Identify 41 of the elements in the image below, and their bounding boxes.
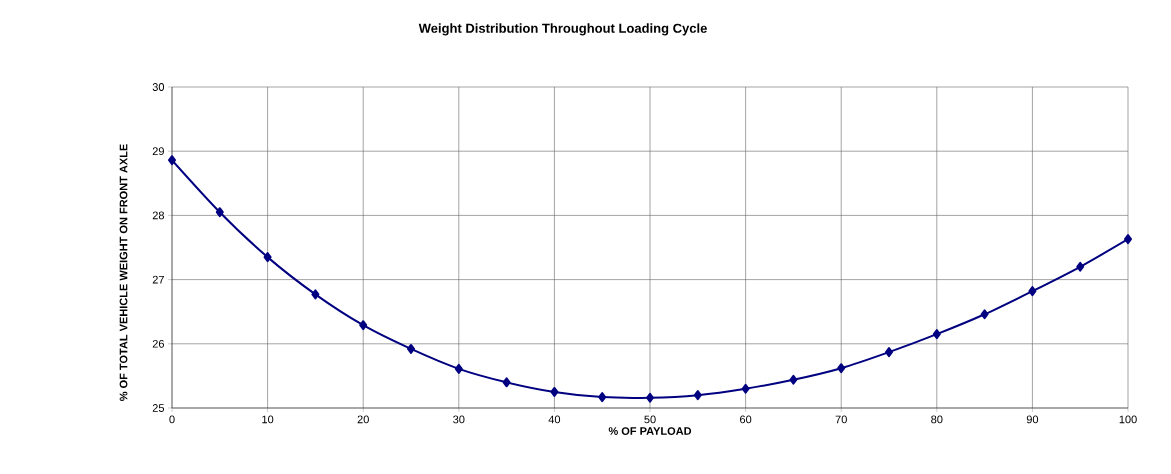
x-tick-label: 90 [1026,415,1039,424]
x-tick-label: 30 [453,415,465,424]
point [980,309,989,320]
x-tick-label: 0 [169,415,175,424]
x-tick-label: 70 [835,415,847,424]
point [598,392,607,403]
point [1076,261,1085,272]
point [1124,234,1133,245]
x-tick-label: 40 [548,415,561,424]
point [550,386,559,397]
x-tick-label: 100 [1119,415,1137,424]
point [454,363,463,374]
x-tick-label: 60 [740,415,752,424]
chart-title: Weight Distribution Throughout Loading Cycle [418,23,707,36]
point [168,155,176,166]
y-tick-label: 26 [152,339,164,348]
x-tick-label: 20 [357,415,369,424]
point [741,383,750,394]
x-tick-label: 50 [644,415,656,424]
point [1028,286,1037,297]
point [932,329,941,340]
point [789,374,798,385]
point [837,363,846,374]
point [646,392,655,403]
y-tick-label: 28 [152,211,164,220]
point [407,343,415,354]
x-axis-title: % OF PAYLOAD [608,427,692,435]
x-tick-label: 80 [931,415,943,424]
point [215,207,224,218]
y-tick-label: 30 [152,83,165,91]
x-tick-label: 10 [262,415,274,424]
point [502,377,511,388]
point [263,252,272,263]
point [359,320,368,331]
y-tick-label: 29 [152,147,164,156]
point [311,289,320,300]
y-axis-title: % OF TOTAL VEHICLE WEIGHT ON FRONT AXLE [119,144,128,401]
point [693,390,702,401]
y-tick-label: 27 [152,275,164,284]
point [885,347,894,358]
y-tick-label: 25 [152,404,165,412]
